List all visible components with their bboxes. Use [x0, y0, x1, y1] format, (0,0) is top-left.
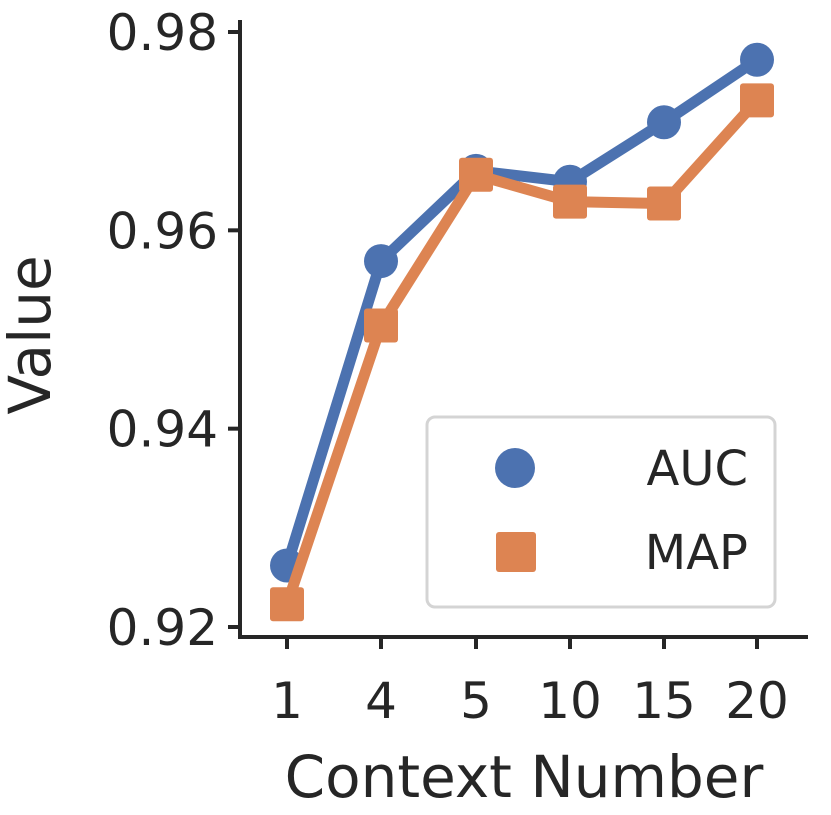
point-map	[270, 587, 304, 622]
point-auc	[647, 105, 681, 140]
legend-label-auc: AUC	[647, 441, 748, 497]
x-tick-label: 5	[460, 672, 492, 730]
legend-label-map: MAP	[645, 525, 748, 581]
x-tick-label: 10	[538, 672, 602, 730]
point-map	[647, 186, 681, 221]
x-tick-label: 4	[365, 672, 397, 730]
x-axis-title: Context Number	[285, 743, 764, 811]
point-map	[740, 83, 774, 118]
axes: 0.92 0.94 0.96 0.98 1 4 5 10 15 20	[107, 4, 808, 730]
y-tick-label: 0.92	[107, 599, 218, 657]
point-map	[364, 308, 398, 343]
legend: AUC MAP	[425, 415, 777, 609]
point-map	[459, 157, 493, 192]
legend-marker-auc	[495, 448, 535, 488]
series-layer	[270, 42, 774, 622]
series-line-map	[281, 94, 763, 610]
point-auc	[364, 244, 398, 279]
y-tick-label: 0.96	[107, 202, 218, 260]
y-tick-label: 0.98	[107, 4, 218, 62]
x-tick-label: 20	[725, 672, 789, 730]
point-auc	[740, 42, 774, 77]
x-tick-label: 15	[632, 672, 696, 730]
y-tick-label: 0.94	[107, 401, 218, 459]
point-map	[553, 184, 587, 219]
y-axis-title: Value	[0, 255, 64, 414]
x-tick-label: 1	[271, 672, 303, 730]
legend-marker-map	[496, 532, 536, 572]
